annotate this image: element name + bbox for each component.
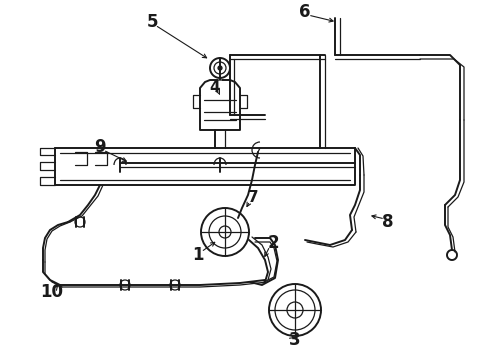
Circle shape — [218, 66, 222, 70]
Text: 7: 7 — [247, 190, 258, 206]
Text: 1: 1 — [192, 246, 204, 264]
Text: 4: 4 — [210, 81, 220, 95]
Text: 8: 8 — [382, 213, 394, 231]
Text: 5: 5 — [146, 13, 158, 31]
Text: 3: 3 — [289, 331, 301, 349]
Text: 6: 6 — [299, 3, 311, 21]
Text: 10: 10 — [41, 283, 64, 301]
Text: 2: 2 — [267, 234, 279, 252]
Text: 9: 9 — [94, 138, 106, 156]
